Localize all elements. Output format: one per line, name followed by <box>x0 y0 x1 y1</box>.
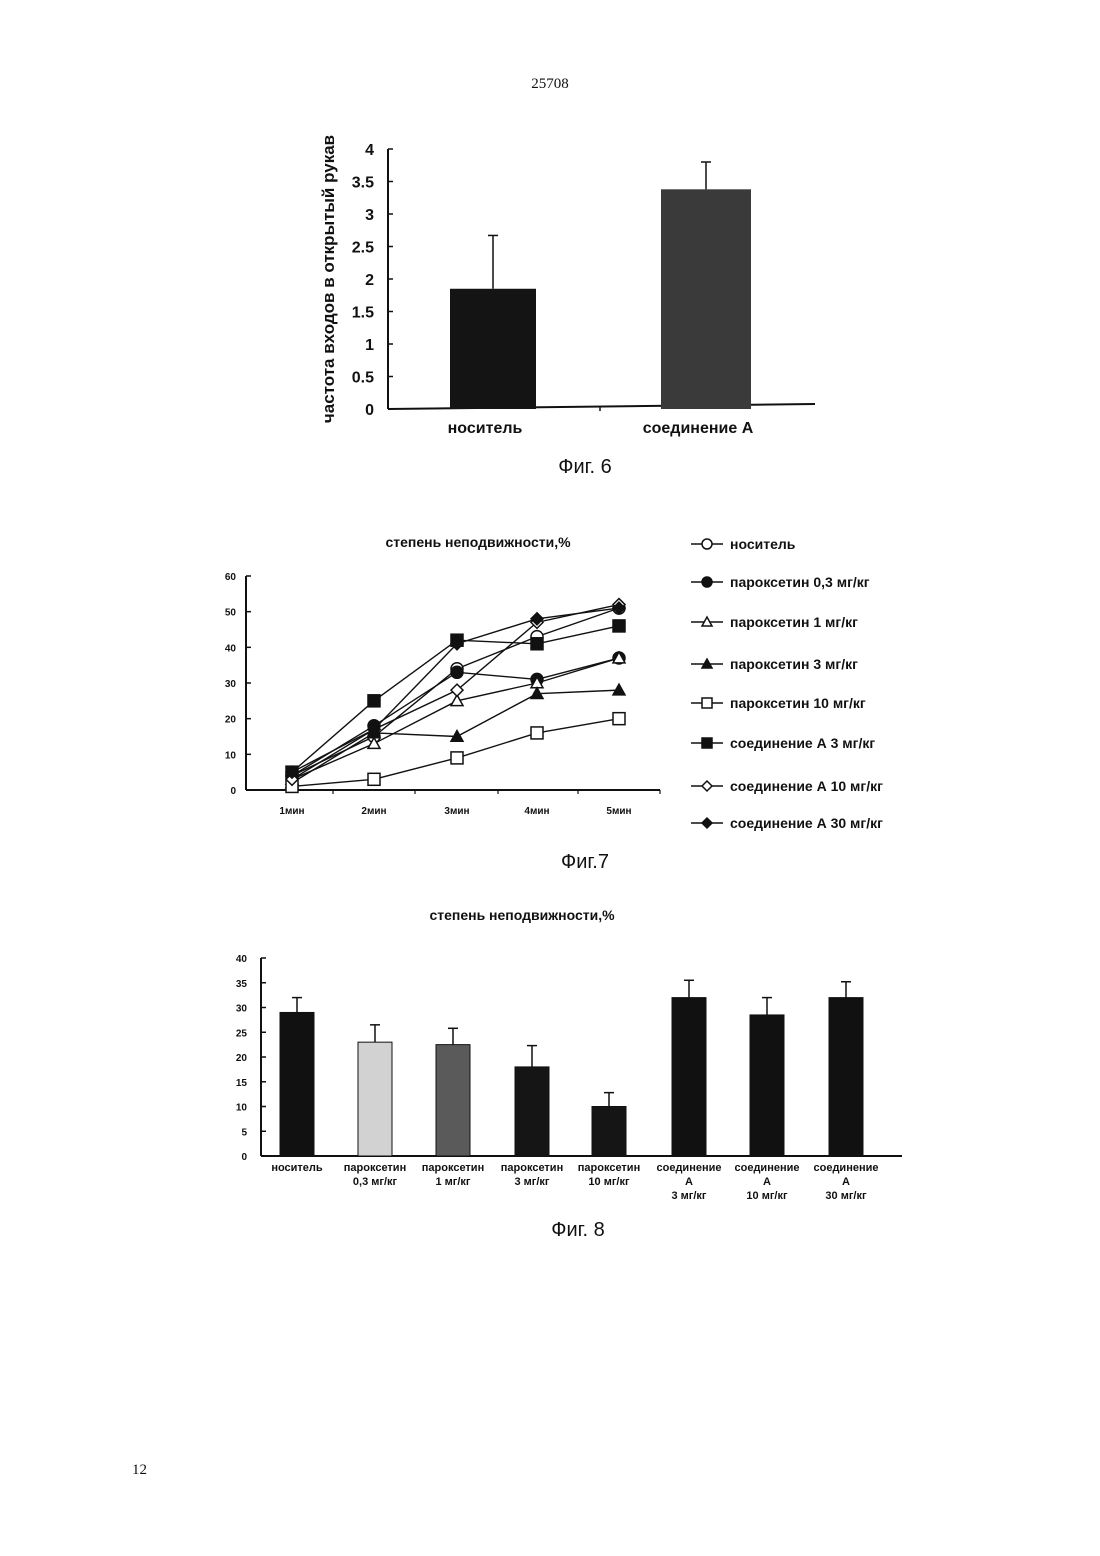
fig8-y-tick-label: 0 <box>241 1152 247 1163</box>
fig8-bar <box>280 1012 314 1156</box>
fig8-x-tick-label: А <box>685 1176 693 1188</box>
fig8-x-tick-label: 0,3 мг/кг <box>353 1176 398 1188</box>
fig8-y-tick-label: 25 <box>236 1028 248 1039</box>
fig8-bar <box>592 1107 626 1157</box>
fig8-x-tick-label: 10 мг/кг <box>588 1176 630 1188</box>
fig8-x-tick-label: 30 мг/кг <box>825 1190 867 1202</box>
fig8-x-tick-label: носитель <box>271 1162 323 1174</box>
fig8-bar <box>436 1045 470 1156</box>
fig8-bar <box>829 998 863 1156</box>
fig8-caption: Фиг. 8 <box>0 1219 1100 1242</box>
fig8-x-tick-label: соединение <box>657 1162 722 1174</box>
fig8-y-tick-label: 15 <box>236 1078 248 1089</box>
fig8-y-tick-label: 30 <box>236 1004 248 1015</box>
page-number-bottom: 12 <box>132 1462 147 1479</box>
fig8-x-tick-label: соединение <box>735 1162 800 1174</box>
fig8-y-tick-label: 10 <box>236 1103 248 1114</box>
fig8-bar <box>672 998 706 1156</box>
fig8-x-tick-label: 3 мг/кг <box>671 1190 706 1202</box>
fig8-x-tick-label: 1 мг/кг <box>435 1176 470 1188</box>
fig8-x-tick-label: А <box>842 1176 850 1188</box>
fig8-x-tick-label: 3 мг/кг <box>514 1176 549 1188</box>
fig8-x-tick-label: пароксетин <box>344 1162 406 1174</box>
fig8-x-tick-label: пароксетин <box>501 1162 563 1174</box>
fig8-x-tick-label: 10 мг/кг <box>746 1190 788 1202</box>
fig8-chart: степень неподвижности,% 0 5 10 15 20 25 30 35 40 н… <box>0 0 1100 1220</box>
fig8-y-tick-label: 35 <box>236 979 248 990</box>
fig8-y-tick-label: 5 <box>241 1127 247 1138</box>
fig8-bar <box>358 1042 392 1156</box>
fig8-x-tick-label: соединение <box>814 1162 879 1174</box>
fig8-bar <box>750 1015 784 1156</box>
fig8-bar <box>515 1067 549 1156</box>
fig8-y-tick-label: 40 <box>236 954 248 965</box>
fig8-x-tick-label: А <box>763 1176 771 1188</box>
fig8-x-tick-label: пароксетин <box>578 1162 640 1174</box>
fig8-y-tick-label: 20 <box>236 1053 248 1064</box>
fig8-title: степень неподвижности,% <box>429 907 615 923</box>
fig8-x-tick-label: пароксетин <box>422 1162 484 1174</box>
